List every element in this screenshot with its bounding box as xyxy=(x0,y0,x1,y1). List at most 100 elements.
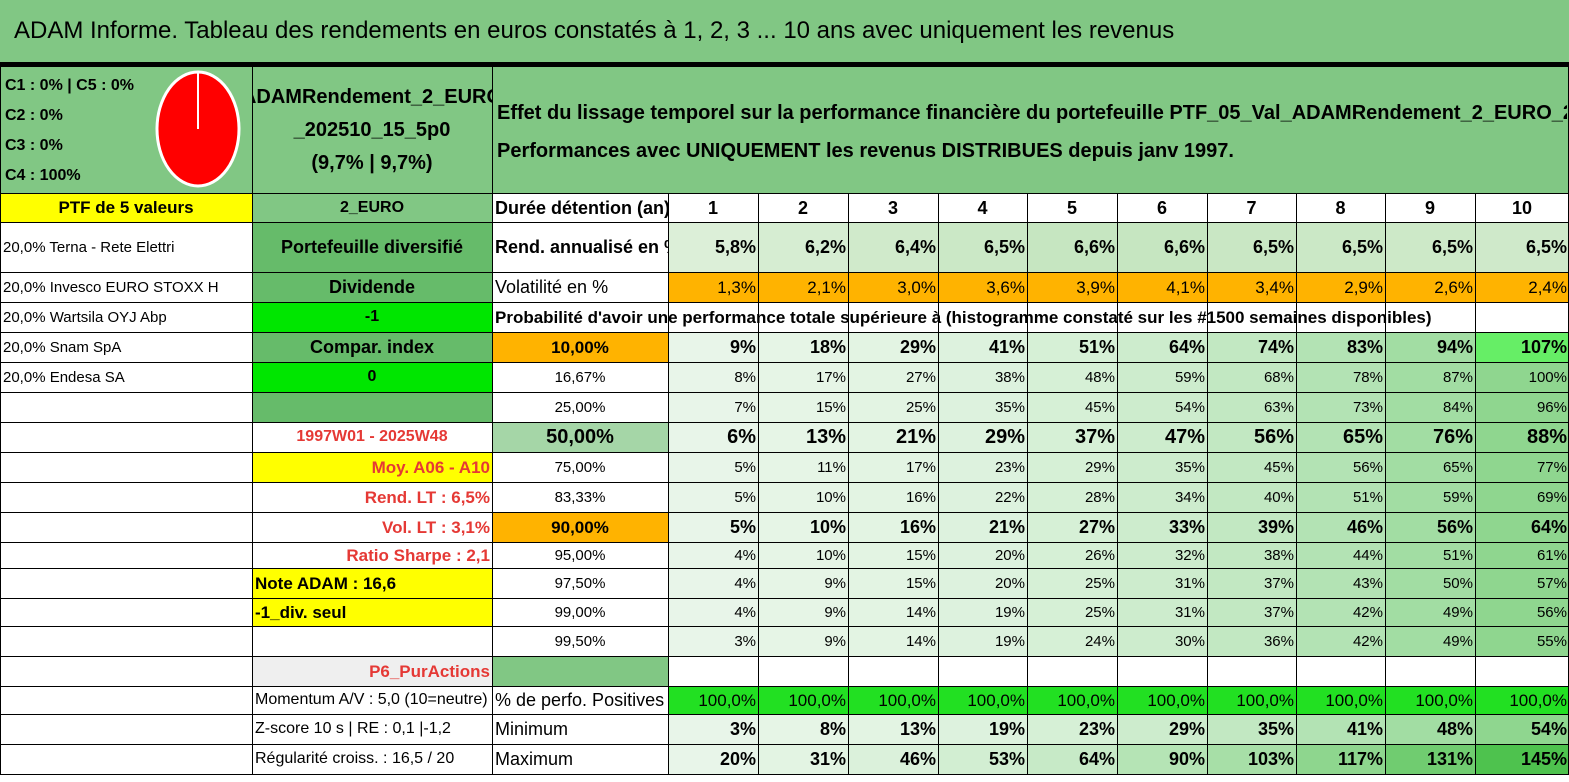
vol-value: 1,3% xyxy=(668,272,758,302)
probability-value: 14% xyxy=(848,626,938,656)
grid-line xyxy=(0,62,1569,63)
positive-value: 100,0% xyxy=(1027,686,1117,714)
probability-value: 59% xyxy=(1385,482,1475,512)
probability-value: 56% xyxy=(1296,452,1385,482)
probability-value: 4% xyxy=(668,598,758,626)
empty-holding-cell xyxy=(0,626,252,656)
portfolio-name-cell xyxy=(252,66,492,193)
rend-value: 6,5% xyxy=(938,222,1027,272)
probability-value: 49% xyxy=(1385,626,1475,656)
probability-value: 19% xyxy=(938,626,1027,656)
report-title: ADAM Informe. Tableau des rendements en … xyxy=(0,0,1569,62)
grid-line xyxy=(0,656,1569,657)
minimum-value: 23% xyxy=(1027,714,1117,744)
probability-value: 64% xyxy=(1117,332,1207,362)
vol-value: 3,0% xyxy=(848,272,938,302)
probability-value: 6% xyxy=(668,422,758,452)
grid-line xyxy=(0,714,1569,715)
probability-value: 59% xyxy=(1117,362,1207,392)
grid-line xyxy=(0,332,1569,333)
grid-line xyxy=(0,422,1569,423)
probability-value: 21% xyxy=(938,512,1027,542)
holding-item[interactable]: 20,0% Invesco EURO STOXX H xyxy=(0,272,252,302)
probability-value: 18% xyxy=(758,332,848,362)
probability-value: 107% xyxy=(1475,332,1569,362)
maximum-value: 117% xyxy=(1296,744,1385,774)
minimum-value: 3% xyxy=(668,714,758,744)
probability-value: 9% xyxy=(758,568,848,598)
probability-threshold: 95,00% xyxy=(492,542,668,568)
year-header: 4 xyxy=(938,193,1027,222)
minimum-value: 19% xyxy=(938,714,1027,744)
probability-threshold: 97,50% xyxy=(492,568,668,598)
probability-threshold: 83,33% xyxy=(492,482,668,512)
diversified-label: Portefeuille diversifié xyxy=(252,222,492,272)
probability-value: 5% xyxy=(668,482,758,512)
holding-item[interactable]: 20,0% Wartsila OYJ Abp xyxy=(0,302,252,332)
probability-threshold: 10,00% xyxy=(492,332,668,362)
positive-value: 100,0% xyxy=(1475,686,1569,714)
maximum-value: 131% xyxy=(1385,744,1475,774)
allocation-line: C3 : 0% xyxy=(5,137,63,154)
empty-holding-cell xyxy=(0,542,252,568)
maximum-value: 145% xyxy=(1475,744,1569,774)
grid-line xyxy=(0,193,1569,194)
allocation-line: C1 : 0% | C5 : 0% xyxy=(5,77,134,94)
probability-threshold: 50,00% xyxy=(492,422,668,452)
rend-value: 6,5% xyxy=(1296,222,1385,272)
ptf-code-cell[interactable]: 2_EURO xyxy=(252,193,492,222)
period-label: 1997W01 - 2025W48 xyxy=(252,422,492,452)
probability-value: 48% xyxy=(1027,362,1117,392)
note-adam-label: Note ADAM : 16,6 xyxy=(252,568,492,598)
probability-value: 31% xyxy=(1117,568,1207,598)
minimum-value: 8% xyxy=(758,714,848,744)
probability-value: 29% xyxy=(848,332,938,362)
grid-line xyxy=(0,568,1569,569)
probability-value: 34% xyxy=(1117,482,1207,512)
dividend-value[interactable]: -1 xyxy=(252,302,492,332)
description-line1: Effet du lissage temporel sur la perform… xyxy=(497,102,1567,124)
vol-value: 3,9% xyxy=(1027,272,1117,302)
probability-threshold: 25,00% xyxy=(492,392,668,422)
compar-index-value[interactable]: 0 xyxy=(252,362,492,392)
grid-line xyxy=(938,193,939,774)
positive-value: 100,0% xyxy=(1207,686,1296,714)
grid-line xyxy=(0,272,1569,273)
year-header: 9 xyxy=(1385,193,1475,222)
holding-item[interactable]: 20,0% Terna - Rete Elettri xyxy=(0,222,252,272)
empty-holding-cell xyxy=(0,714,252,744)
minimum-label: Minimum xyxy=(492,714,668,744)
grid-line xyxy=(1385,193,1386,774)
grid-line xyxy=(0,744,1569,745)
year-header: 6 xyxy=(1117,193,1207,222)
green-cell xyxy=(492,656,668,686)
probability-value: 73% xyxy=(1296,392,1385,422)
probability-value: 15% xyxy=(848,542,938,568)
maximum-label: Maximum xyxy=(492,744,668,774)
holding-item[interactable]: 20,0% Snam SpA xyxy=(0,332,252,362)
ptf-label-cell[interactable]: PTF de 5 valeurs xyxy=(0,193,252,222)
dividend-label: Dividende xyxy=(252,272,492,302)
vol-lt-label: Vol. LT : 3,1% xyxy=(252,512,492,542)
probability-value: 23% xyxy=(938,452,1027,482)
probability-value: 55% xyxy=(1475,626,1569,656)
probability-value: 43% xyxy=(1296,568,1385,598)
duration-label: Durée détention (an) xyxy=(492,193,668,222)
positive-value: 100,0% xyxy=(1385,686,1475,714)
probability-value: 4% xyxy=(668,568,758,598)
empty-holding-cell xyxy=(0,452,252,482)
empty-holding-cell xyxy=(0,744,252,774)
rend-value: 5,8% xyxy=(668,222,758,272)
sharpe-label: Ratio Sharpe : 2,1 xyxy=(252,542,492,568)
holding-item[interactable]: 20,0% Endesa SA xyxy=(0,362,252,392)
probability-threshold: 99,50% xyxy=(492,626,668,656)
probability-value: 26% xyxy=(1027,542,1117,568)
probability-value: 45% xyxy=(1027,392,1117,422)
compar-index-label: Compar. index xyxy=(252,332,492,362)
probability-value: 15% xyxy=(758,392,848,422)
grid-line xyxy=(0,542,1569,543)
probability-threshold: 75,00% xyxy=(492,452,668,482)
vol-value: 2,4% xyxy=(1475,272,1569,302)
grid-line xyxy=(848,193,849,774)
